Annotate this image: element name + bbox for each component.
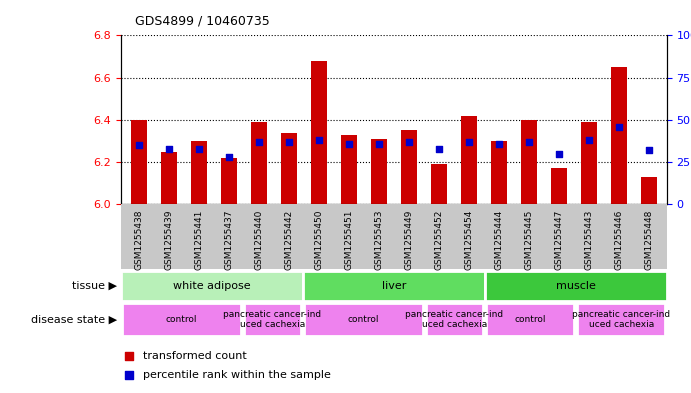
Text: GSM1255440: GSM1255440 [254, 209, 263, 270]
Bar [580, 122, 597, 204]
Bar [491, 141, 507, 204]
Text: GSM1255454: GSM1255454 [464, 209, 473, 270]
Point [583, 137, 594, 143]
Text: GSM1255450: GSM1255450 [314, 209, 323, 270]
Point [163, 145, 174, 152]
Text: GSM1255453: GSM1255453 [375, 209, 384, 270]
Bar [161, 152, 177, 204]
Bar [122, 303, 240, 336]
Point [254, 139, 265, 145]
Bar [520, 120, 537, 204]
Text: GSM1255447: GSM1255447 [554, 209, 563, 270]
Point [643, 147, 654, 153]
Bar [121, 271, 303, 301]
Text: GSM1255441: GSM1255441 [194, 209, 203, 270]
Text: percentile rank within the sample: percentile rank within the sample [143, 370, 330, 380]
Text: GSM1255442: GSM1255442 [285, 209, 294, 270]
Point [553, 151, 565, 157]
Bar [311, 61, 327, 204]
Point [493, 140, 504, 147]
Text: GSM1255452: GSM1255452 [435, 209, 444, 270]
Point [133, 142, 144, 149]
Bar [281, 132, 297, 204]
Bar [401, 130, 417, 204]
Text: GSM1255439: GSM1255439 [164, 209, 173, 270]
Point [464, 139, 475, 145]
Point [124, 372, 135, 378]
Bar [341, 135, 357, 204]
Point [343, 140, 354, 147]
Bar [611, 67, 627, 204]
Text: pancreatic cancer-ind
uced cachexia: pancreatic cancer-ind uced cachexia [572, 310, 670, 329]
Bar [244, 303, 301, 336]
Point [283, 139, 294, 145]
Point [313, 137, 324, 143]
Text: muscle: muscle [556, 281, 596, 291]
Text: GSM1255445: GSM1255445 [524, 209, 533, 270]
Point [223, 154, 234, 160]
Text: GDS4899 / 10460735: GDS4899 / 10460735 [135, 15, 269, 28]
Text: GSM1255437: GSM1255437 [225, 209, 234, 270]
Bar [191, 141, 207, 204]
Text: control: control [348, 315, 379, 324]
Point [614, 123, 625, 130]
Bar [220, 158, 237, 204]
Text: GSM1255444: GSM1255444 [494, 209, 503, 270]
Bar [461, 116, 477, 204]
Bar [430, 164, 447, 204]
Bar [551, 169, 567, 204]
Point [404, 139, 415, 145]
Point [193, 145, 205, 152]
Point [433, 145, 444, 152]
Text: GSM1255451: GSM1255451 [344, 209, 353, 270]
Point [523, 139, 534, 145]
Text: liver: liver [381, 281, 406, 291]
Bar [303, 271, 485, 301]
Text: control: control [515, 315, 546, 324]
Text: white adipose: white adipose [173, 281, 251, 291]
Text: GSM1255443: GSM1255443 [585, 209, 594, 270]
Bar [641, 177, 657, 204]
Text: GSM1255449: GSM1255449 [404, 209, 413, 270]
Text: pancreatic cancer-ind
uced cachexia: pancreatic cancer-ind uced cachexia [406, 310, 504, 329]
Text: GSM1255448: GSM1255448 [644, 209, 653, 270]
Text: tissue ▶: tissue ▶ [73, 281, 117, 291]
Bar [370, 139, 387, 204]
Bar [486, 303, 574, 336]
Bar [578, 303, 665, 336]
Bar [485, 271, 667, 301]
Text: transformed count: transformed count [143, 351, 247, 361]
Text: disease state ▶: disease state ▶ [31, 314, 117, 324]
Bar [251, 122, 267, 204]
Point [124, 353, 135, 359]
Point [373, 140, 384, 147]
Text: pancreatic cancer-ind
uced cachexia: pancreatic cancer-ind uced cachexia [223, 310, 321, 329]
Text: GSM1255446: GSM1255446 [614, 209, 623, 270]
Bar [305, 303, 423, 336]
Bar [131, 120, 147, 204]
Text: control: control [166, 315, 198, 324]
Bar [426, 303, 483, 336]
Text: GSM1255438: GSM1255438 [135, 209, 144, 270]
